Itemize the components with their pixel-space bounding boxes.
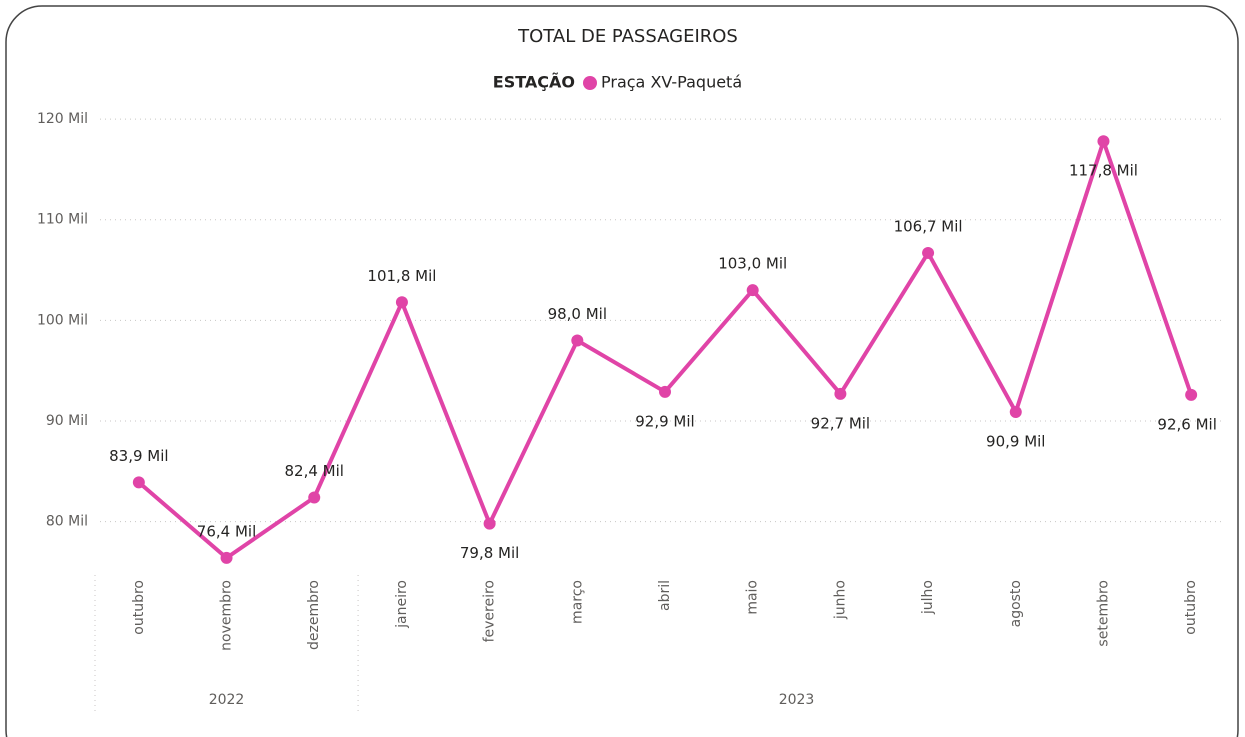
data-point xyxy=(1185,388,1198,401)
data-label: 79,8 Mil xyxy=(460,544,519,562)
data-label: 106,7 Mil xyxy=(894,217,963,235)
x-tick-label: setembro xyxy=(1095,580,1111,647)
x-tick-label: abril xyxy=(657,580,673,611)
data-label: 76,4 Mil xyxy=(197,522,256,540)
x-tick-label: dezembro xyxy=(306,580,322,650)
x-group-label: 2022 xyxy=(209,692,245,708)
data-point xyxy=(834,387,847,400)
data-label: 90,9 Mil xyxy=(986,432,1045,450)
data-label: 92,9 Mil xyxy=(635,412,694,430)
data-point xyxy=(308,491,321,504)
x-tick-label: outubro xyxy=(1183,580,1199,635)
data-label: 117,8 Mil xyxy=(1069,162,1138,180)
y-tick-label: 100 Mil xyxy=(37,312,88,328)
y-tick-label: 110 Mil xyxy=(37,212,88,228)
data-point xyxy=(1009,405,1022,418)
x-tick-label: janeiro xyxy=(394,580,410,629)
x-tick-label: maio xyxy=(745,580,761,615)
data-label: 98,0 Mil xyxy=(548,305,607,323)
legend-title: ESTAÇÃO xyxy=(493,73,575,92)
x-tick-label: junho xyxy=(832,580,848,620)
y-tick-label: 90 Mil xyxy=(46,413,88,429)
data-label: 92,7 Mil xyxy=(811,414,870,432)
data-label: 103,0 Mil xyxy=(718,255,787,273)
x-tick-label: março xyxy=(569,580,585,624)
data-point xyxy=(132,476,145,489)
legend-label: Praça XV-Paquetá xyxy=(601,73,742,92)
x-tick-label: novembro xyxy=(219,580,235,651)
data-point xyxy=(922,246,935,259)
y-tick-label: 120 Mil xyxy=(37,111,88,127)
x-tick-label: fevereiro xyxy=(482,580,498,642)
x-tick-label: outubro xyxy=(131,580,147,635)
data-point xyxy=(395,296,408,309)
data-label: 82,4 Mil xyxy=(285,462,344,480)
data-point xyxy=(220,551,233,564)
data-point xyxy=(1097,135,1110,148)
x-tick-label: julho xyxy=(920,580,936,615)
data-point xyxy=(746,284,759,297)
x-group-label: 2023 xyxy=(779,692,815,708)
data-label: 83,9 Mil xyxy=(109,447,168,465)
y-tick-label: 80 Mil xyxy=(46,514,88,530)
legend-marker xyxy=(583,76,597,90)
data-point xyxy=(659,385,671,398)
data-label: 92,6 Mil xyxy=(1157,415,1216,433)
data-point xyxy=(571,334,584,347)
data-label: 101,8 Mil xyxy=(367,267,436,285)
frame xyxy=(5,5,1239,737)
x-tick-label: agosto xyxy=(1008,580,1024,627)
chart-title: TOTAL DE PASSAGEIROS xyxy=(517,26,738,47)
data-point xyxy=(483,517,496,530)
